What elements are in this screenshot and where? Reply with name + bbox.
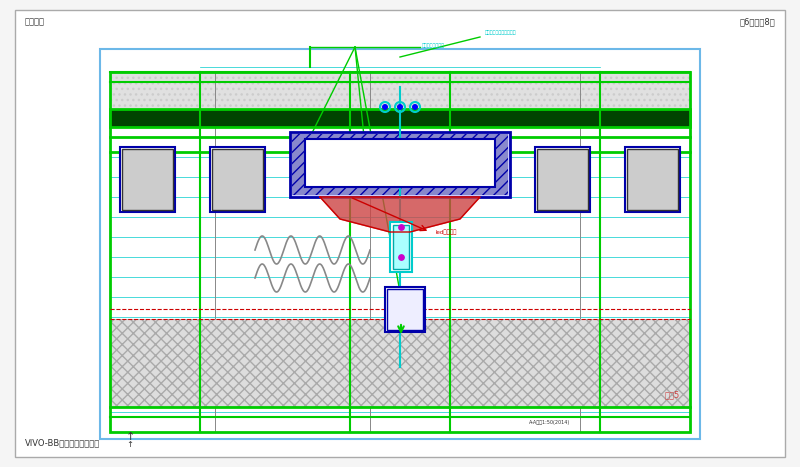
Bar bbox=[110, 72, 690, 432]
Text: 内外侧结构标高及控制线: 内外侧结构标高及控制线 bbox=[485, 30, 517, 35]
Bar bbox=[110, 72, 690, 432]
Text: VIVO-BB办公室外墙立面李: VIVO-BB办公室外墙立面李 bbox=[25, 438, 100, 447]
Text: 第6页，共8页: 第6页，共8页 bbox=[739, 17, 775, 26]
Bar bbox=[212, 149, 263, 210]
Bar bbox=[110, 319, 690, 407]
Circle shape bbox=[397, 104, 403, 110]
Text: 展正视角: 展正视角 bbox=[25, 17, 45, 26]
Bar bbox=[110, 109, 690, 127]
Circle shape bbox=[412, 104, 418, 110]
Polygon shape bbox=[320, 197, 480, 232]
Bar bbox=[387, 289, 423, 330]
Bar bbox=[627, 149, 678, 210]
Bar bbox=[390, 222, 412, 272]
Bar bbox=[537, 149, 588, 210]
Text: A-A剖面1:50(2014): A-A剖面1:50(2014) bbox=[530, 420, 570, 425]
Text: 西向5: 西向5 bbox=[665, 390, 680, 399]
Text: ↑: ↑ bbox=[126, 440, 134, 449]
Point bbox=[394, 253, 407, 261]
Bar bbox=[625, 147, 680, 212]
Text: 建筑完成面标高线: 建筑完成面标高线 bbox=[422, 43, 445, 49]
Circle shape bbox=[382, 104, 388, 110]
Bar bbox=[290, 132, 510, 197]
Bar bbox=[100, 49, 700, 439]
Bar bbox=[110, 72, 690, 112]
Text: ↑: ↑ bbox=[126, 432, 134, 442]
Text: led灯光注意: led灯光注意 bbox=[435, 229, 456, 235]
Bar bbox=[385, 287, 425, 332]
Bar bbox=[535, 147, 590, 212]
Bar bbox=[210, 147, 265, 212]
Bar bbox=[305, 139, 495, 187]
Bar bbox=[292, 134, 508, 195]
Point bbox=[394, 223, 407, 231]
Bar bbox=[120, 147, 175, 212]
Bar bbox=[393, 225, 409, 269]
Bar bbox=[122, 149, 173, 210]
